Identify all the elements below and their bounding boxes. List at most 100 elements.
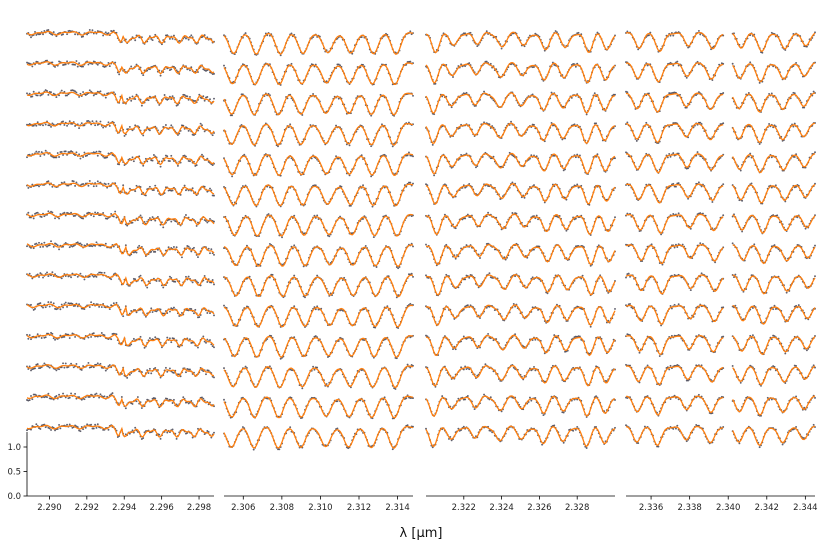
observed-point xyxy=(183,184,186,187)
observed-point xyxy=(337,63,340,66)
observed-point xyxy=(46,271,48,274)
observed-point xyxy=(673,246,676,249)
observed-point xyxy=(433,82,436,85)
observed-point xyxy=(739,169,742,172)
observed-point xyxy=(646,64,649,67)
observed-point xyxy=(191,281,194,284)
observed-point xyxy=(244,32,247,35)
observed-point xyxy=(82,217,85,220)
observed-point xyxy=(278,81,281,84)
observed-point xyxy=(409,30,412,33)
model-line xyxy=(26,151,215,166)
observed-point xyxy=(301,113,304,116)
observed-point xyxy=(128,125,131,128)
observed-point xyxy=(554,30,557,32)
observed-point xyxy=(162,226,165,229)
observed-point xyxy=(102,212,105,214)
observed-point xyxy=(241,93,244,96)
observed-point xyxy=(793,156,796,158)
observed-point xyxy=(731,62,734,65)
observed-point xyxy=(108,124,111,127)
model-line xyxy=(425,274,616,296)
observed-point xyxy=(213,194,215,197)
model-line xyxy=(26,91,215,105)
observed-point xyxy=(64,63,67,66)
observed-point xyxy=(203,99,206,102)
model-line xyxy=(223,32,414,55)
observed-point xyxy=(67,93,70,96)
observed-point xyxy=(180,256,183,259)
model-line xyxy=(625,62,816,83)
observed-point xyxy=(26,92,28,95)
observed-point xyxy=(213,97,215,100)
observed-point xyxy=(814,244,816,247)
observed-point xyxy=(195,224,198,227)
observed-point xyxy=(372,236,375,239)
observed-point xyxy=(135,251,138,254)
observed-point xyxy=(450,106,453,109)
observed-point xyxy=(533,248,535,251)
spectrum-2-panel-4 xyxy=(625,60,816,84)
model-line xyxy=(625,31,816,53)
observed-point xyxy=(669,155,672,158)
observed-point xyxy=(104,31,107,34)
observed-point xyxy=(86,93,89,95)
observed-point xyxy=(533,66,535,68)
observed-point xyxy=(370,145,373,148)
observed-point xyxy=(576,183,579,186)
observed-point xyxy=(209,217,211,220)
observed-point xyxy=(71,63,74,66)
observed-point xyxy=(27,211,30,214)
observed-point xyxy=(51,61,54,64)
observed-point xyxy=(82,35,85,38)
observed-point xyxy=(140,104,143,107)
observed-point xyxy=(170,98,173,101)
observed-point xyxy=(36,211,39,214)
observed-point xyxy=(54,65,56,68)
observed-point xyxy=(812,90,815,93)
observed-point xyxy=(677,182,680,185)
observed-point xyxy=(100,271,103,274)
observed-point xyxy=(159,165,162,168)
observed-point xyxy=(54,217,56,220)
observed-point xyxy=(805,45,808,48)
spectrum-5-panel-2 xyxy=(223,151,414,178)
observed-point xyxy=(593,92,596,95)
observed-point xyxy=(27,186,30,189)
observed-point xyxy=(46,59,48,62)
observed-point xyxy=(176,70,179,73)
observed-point xyxy=(42,245,44,248)
spectrum-7-panel-4 xyxy=(625,212,816,236)
observed-point xyxy=(211,279,214,281)
observed-point xyxy=(68,120,71,123)
spectra-layer xyxy=(26,29,816,451)
observed-point xyxy=(60,89,63,92)
observed-point xyxy=(197,256,199,259)
observed-point xyxy=(47,93,50,96)
observed-point xyxy=(114,61,117,64)
observed-point xyxy=(185,275,187,278)
observed-point xyxy=(768,123,771,125)
observed-point xyxy=(128,96,131,99)
observed-point xyxy=(213,253,215,256)
observed-point xyxy=(60,277,63,280)
observed-point xyxy=(626,30,629,33)
observed-point xyxy=(154,219,157,222)
observed-point xyxy=(412,275,414,278)
observed-point xyxy=(39,33,42,35)
observed-point xyxy=(565,229,568,232)
observed-point xyxy=(206,96,209,98)
observed-point xyxy=(206,281,209,283)
observed-point xyxy=(375,266,378,268)
observed-point xyxy=(193,246,195,249)
spectrum-4-panel-2 xyxy=(223,121,414,148)
observed-point xyxy=(187,245,190,248)
spectrum-1-panel-3 xyxy=(425,30,616,54)
observed-point xyxy=(675,185,677,188)
model-line xyxy=(625,183,816,204)
observed-point xyxy=(28,92,31,95)
observed-point xyxy=(281,236,283,239)
spectrum-9-panel-3 xyxy=(425,272,616,297)
observed-point xyxy=(147,99,150,102)
observed-point xyxy=(95,120,98,123)
